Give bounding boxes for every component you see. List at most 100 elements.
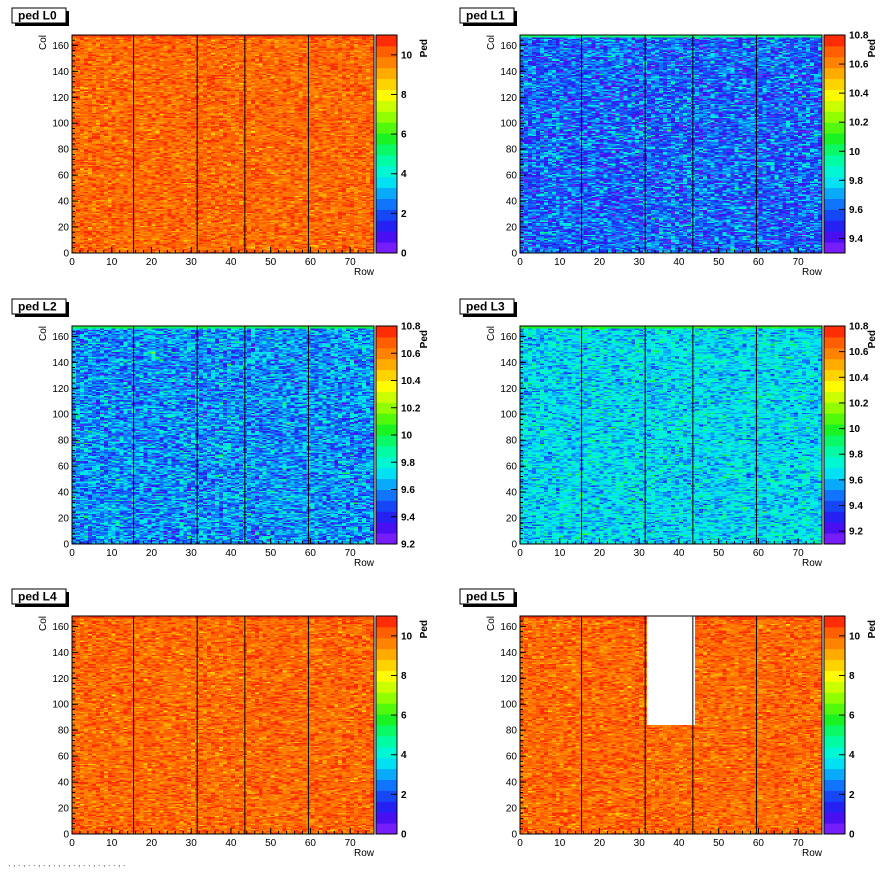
colorbar-band: [824, 220, 845, 232]
colorbar-tick-label: 10.8: [401, 322, 421, 333]
colorbar-band: [376, 692, 397, 704]
y-tick-label: 0: [63, 540, 69, 551]
colorbar-band: [376, 703, 397, 715]
x-tick-label: 50: [265, 257, 277, 268]
colorbar-band: [824, 445, 845, 458]
y-tick-label: 100: [52, 700, 69, 711]
colorbar-band: [824, 659, 845, 671]
colorbar-band: [376, 626, 397, 639]
colorbar-band: [824, 735, 845, 748]
colorbar-band: [376, 154, 397, 167]
y-tick-label: 80: [58, 726, 70, 737]
y-tick-label: 160: [500, 622, 517, 633]
x-tick-label: 70: [793, 548, 805, 559]
x-axis-label: Row: [354, 558, 375, 569]
colorbar-tick-label: 9.2: [401, 540, 415, 551]
y-tick-label: 0: [511, 830, 517, 841]
colorbar-band: [824, 35, 845, 47]
colorbar-band: [824, 231, 845, 243]
x-tick-label: 50: [265, 838, 277, 849]
heatmap-cells: [520, 35, 822, 253]
colorbar-band: [824, 209, 845, 221]
colorbar-band: [376, 413, 397, 425]
colorbar-band: [376, 424, 397, 436]
x-tick-label: 30: [634, 838, 646, 849]
y-tick-label: 100: [500, 410, 517, 421]
colorbar-band: [824, 768, 845, 780]
y-tick-label: 100: [52, 410, 69, 421]
x-tick-label: 10: [554, 838, 566, 849]
chart-title: ped L2: [18, 300, 57, 314]
x-axis-label: Row: [802, 558, 823, 569]
colorbar-tick-label: 9.6: [849, 475, 863, 486]
colorbar-tick-label: 10.6: [849, 347, 869, 358]
colorbar-band: [824, 133, 845, 145]
colorbar-band: [824, 122, 845, 134]
colorbar-band: [824, 154, 845, 167]
x-tick-label: 30: [634, 257, 646, 268]
colorbar-band: [376, 445, 397, 458]
colorbar-tick-label: 10: [401, 50, 413, 61]
x-tick-label: 50: [265, 548, 277, 559]
y-tick-label: 60: [58, 752, 70, 763]
colorbar-tick-label: 9.8: [849, 176, 863, 187]
y-tick-label: 0: [511, 540, 517, 551]
y-tick-label: 80: [58, 145, 70, 156]
heatmap-cells: [72, 35, 374, 253]
colorbar-band: [376, 35, 397, 47]
title-box: [459, 7, 515, 24]
colorbar-band: [824, 779, 845, 791]
colorbar-band: [376, 823, 397, 835]
colorbar-band: [824, 358, 845, 371]
colorbar-band: [376, 616, 397, 628]
y-tick-label: 40: [58, 197, 70, 208]
x-tick-label: 70: [345, 838, 357, 849]
x-tick-label: 60: [305, 838, 317, 849]
y-tick-label: 0: [511, 249, 517, 260]
colorbar-band: [824, 165, 845, 178]
chart-title: ped L4: [18, 590, 57, 604]
colorbar-band: [376, 358, 397, 371]
colorbar-band: [376, 456, 397, 469]
colorbar-band: [824, 402, 845, 414]
y-tick-label: 80: [506, 436, 518, 447]
panel-5: 0 10 20 30 40 50 60 70020406080100120140160RowC…: [11, 588, 430, 859]
y-tick-label: 60: [506, 462, 518, 473]
colorbar-band: [376, 500, 397, 512]
colorbar-band: [376, 336, 397, 349]
colorbar-label: Ped: [419, 330, 430, 348]
colorbar-tick-label: 2: [849, 790, 855, 801]
x-tick-label: 40: [673, 838, 685, 849]
colorbar-band: [824, 522, 845, 534]
colorbar-band: [824, 790, 845, 802]
colorbar-tick-label: 10.2: [849, 398, 869, 409]
y-tick-label: 120: [52, 93, 69, 104]
colorbar-band: [376, 165, 397, 178]
x-tick-label: 10: [106, 838, 118, 849]
y-tick-label: 80: [506, 726, 518, 737]
colorbar-band: [376, 56, 397, 69]
x-tick-label: 20: [594, 257, 606, 268]
x-tick-label: 20: [594, 548, 606, 559]
x-axis-label: Row: [802, 848, 823, 859]
x-tick-label: 40: [225, 257, 237, 268]
colorbar-band: [824, 823, 845, 835]
x-tick-label: 20: [146, 838, 158, 849]
title-box: [11, 588, 67, 605]
x-tick-label: 10: [106, 257, 118, 268]
x-tick-label: 20: [146, 257, 158, 268]
colorbar-band: [824, 489, 845, 501]
y-tick-label: 100: [52, 119, 69, 130]
colorbar-band: [376, 801, 397, 813]
colorbar-band: [376, 176, 397, 189]
colorbar-band: [824, 670, 845, 682]
colorbar-band: [376, 812, 397, 824]
y-tick-label: 140: [52, 358, 69, 369]
colorbar-tick-label: 10: [849, 147, 861, 158]
x-tick-label: 0: [517, 548, 523, 559]
colorbar-band: [376, 637, 397, 650]
colorbar-band: [376, 435, 397, 447]
colorbar-band: [376, 133, 397, 145]
